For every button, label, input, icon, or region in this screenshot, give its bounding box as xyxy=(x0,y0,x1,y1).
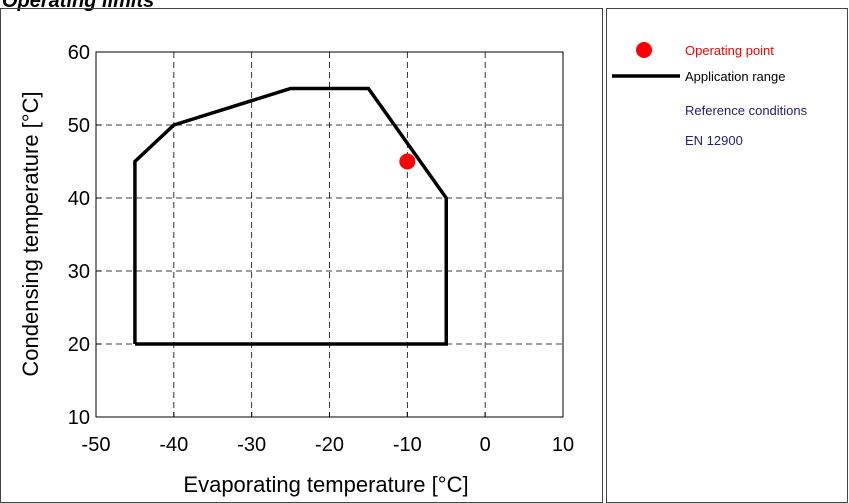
x-tick-label: 10 xyxy=(552,434,574,456)
legend-operating-point-marker xyxy=(636,42,652,58)
x-tick-label: -20 xyxy=(315,434,344,456)
x-tick-label: -40 xyxy=(159,434,188,456)
x-tick-label: -10 xyxy=(393,434,422,456)
legend: Operating point Application range Refere… xyxy=(612,42,808,148)
y-tick-label: 40 xyxy=(68,188,90,210)
reference-conditions-label: Reference conditions xyxy=(685,103,808,118)
y-tick-label: 60 xyxy=(68,42,90,64)
chart-title: Operating limits xyxy=(2,0,155,12)
legend-application-range-label: Application range xyxy=(685,69,785,84)
x-tick-label: 0 xyxy=(480,434,491,456)
plot-area: -50 -40 -30 -20 -10 0 10 10 20 30 40 50 60 xyxy=(68,42,574,456)
x-tick-label: -50 xyxy=(82,434,111,456)
x-tick-label: -30 xyxy=(237,434,266,456)
y-tick-label: 20 xyxy=(68,334,90,356)
y-tick-label: 10 xyxy=(68,407,90,429)
standard-label: EN 12900 xyxy=(685,133,743,148)
legend-operating-point-label: Operating point xyxy=(685,43,774,58)
operating-point-marker xyxy=(399,153,416,170)
y-tick-label: 30 xyxy=(68,261,90,283)
x-axis-label: Evaporating temperature [°C] xyxy=(183,472,468,497)
y-axis-label: Condensing temperature [°C] xyxy=(18,91,43,376)
application-range-line xyxy=(133,86,448,346)
y-tick-label: 50 xyxy=(68,115,90,137)
